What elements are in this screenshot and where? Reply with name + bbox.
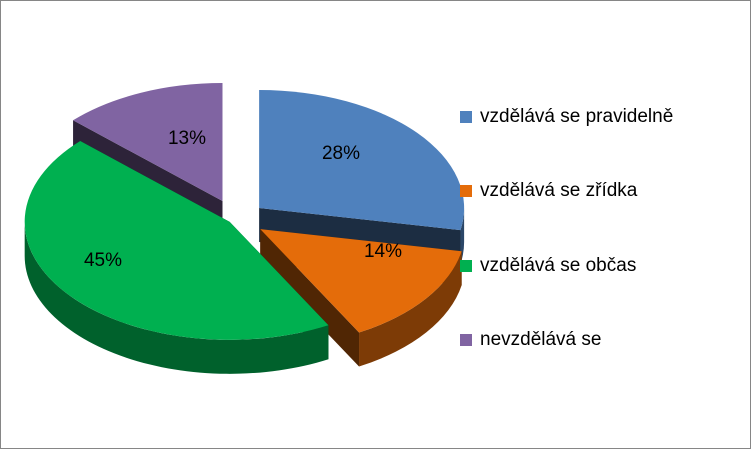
pie-slice-rim	[24, 221, 329, 374]
legend-item-zridka: vzdělává se zřídka	[460, 179, 637, 203]
legend-label: nevzdělává se	[480, 329, 602, 350]
pie-slice-wall	[260, 229, 360, 367]
legend-swatch	[460, 334, 472, 346]
data-label: 28%	[322, 143, 360, 164]
legend-label: vzdělává se pravidelně	[480, 106, 674, 127]
pie-slice-rim	[359, 251, 462, 367]
legend-swatch	[460, 111, 472, 123]
legend-swatch	[460, 185, 472, 197]
pie-slice-top	[24, 141, 329, 340]
legend-item-pravidelne: vzdělává se pravidelně	[460, 105, 673, 129]
legend-item-nevzdelava: nevzdělává se	[460, 328, 601, 352]
legend-item-obcas: vzdělává se občas	[460, 254, 636, 278]
pie-slice-rim	[460, 207, 465, 265]
pie-slice-top	[73, 83, 223, 202]
pie-slice-zridka	[260, 229, 462, 367]
legend-swatch	[460, 260, 472, 272]
pie-slice-top	[259, 89, 465, 231]
pie-slice-obcas	[24, 141, 329, 374]
data-label: 14%	[364, 241, 402, 262]
data-label: 45%	[84, 250, 122, 271]
legend-label: vzdělává se občas	[480, 255, 637, 276]
pie-slice-top	[260, 229, 462, 333]
data-label: 13%	[168, 128, 206, 149]
legend-label: vzdělává se zřídka	[480, 180, 638, 201]
